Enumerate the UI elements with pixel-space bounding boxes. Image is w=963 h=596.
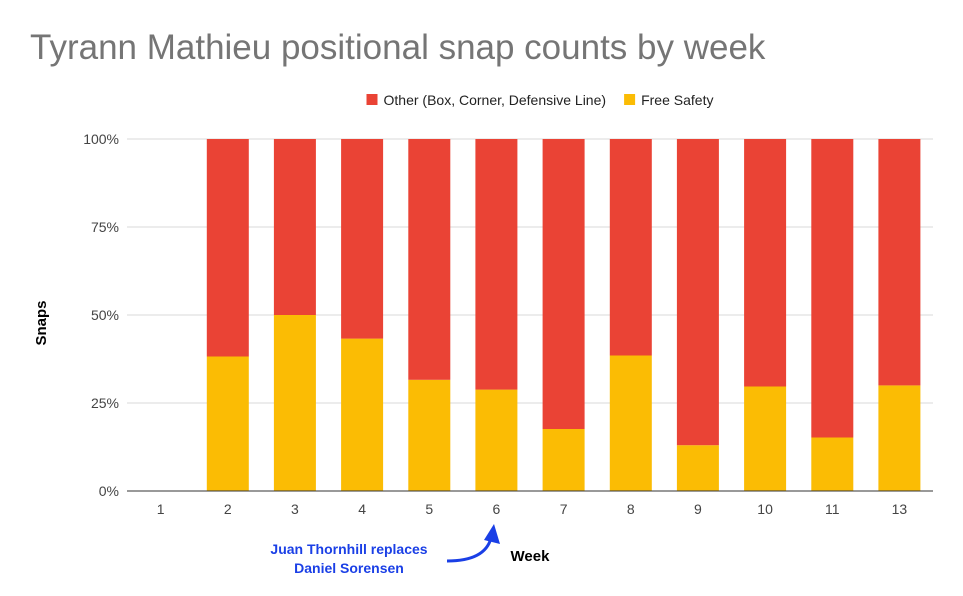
annotation-line-2: Daniel Sorensen (294, 560, 404, 576)
bar-other-box-corner-defensive-line-week-13 (878, 139, 921, 386)
legend-label: Free Safety (641, 92, 713, 108)
annotation-line-1: Juan Thornhill replaces (270, 541, 427, 557)
x-tick-label: 7 (560, 501, 568, 517)
bar-free-safety-week-5 (408, 379, 451, 491)
x-tick-label: 9 (694, 501, 702, 517)
bar-other-box-corner-defensive-line-week-11 (811, 139, 854, 438)
x-tick-label: 10 (757, 501, 773, 517)
bar-other-box-corner-defensive-line-week-9 (676, 139, 719, 446)
x-tick-label: 13 (892, 501, 908, 517)
bar-other-box-corner-defensive-line-week-6 (475, 139, 518, 390)
legend-swatch (366, 94, 378, 105)
x-tick-label: 6 (493, 501, 501, 517)
y-tick-label: 0% (99, 483, 119, 499)
legend-swatch (624, 94, 636, 105)
y-tick-label: 100% (83, 131, 119, 147)
x-tick-label: 3 (291, 501, 299, 517)
annotation-arrow (446, 537, 493, 563)
legend: Other (Box, Corner, Defensive Line) Free … (366, 92, 713, 108)
bar-other-box-corner-defensive-line-week-3 (273, 139, 316, 315)
legend-item: Other (Box, Corner, Defensive Line) (366, 92, 607, 108)
chart-title: Tyrann Mathieu positional snap counts by… (30, 28, 766, 67)
y-axis-title: Snaps (33, 300, 50, 345)
annotation: Juan Thornhill replaces Daniel Sorensen (270, 524, 500, 576)
bar-free-safety-week-10 (744, 386, 787, 491)
bar-other-box-corner-defensive-line-week-2 (206, 139, 249, 357)
bar-free-safety-week-11 (811, 437, 854, 491)
bar-free-safety-week-13 (878, 385, 921, 491)
bar-other-box-corner-defensive-line-week-4 (341, 139, 384, 339)
y-tick-label: 50% (91, 307, 119, 323)
bar-free-safety-week-2 (206, 356, 249, 491)
bar-other-box-corner-defensive-line-week-7 (542, 139, 585, 429)
bar-free-safety-week-4 (341, 338, 384, 491)
x-axis-ticks: 1 2 3 4 5 6 7 8 9 10 11 13 (157, 501, 908, 517)
bar-free-safety-week-7 (542, 429, 585, 491)
y-tick-label: 25% (91, 395, 119, 411)
y-axis-ticks: 0% 25% 50% 75% 100% (83, 131, 119, 499)
x-tick-label: 2 (224, 501, 232, 517)
x-tick-label: 5 (425, 501, 433, 517)
bar-other-box-corner-defensive-line-week-8 (609, 139, 652, 356)
x-axis-title: Week (511, 548, 551, 565)
x-tick-label: 4 (358, 501, 366, 517)
x-tick-label: 8 (627, 501, 635, 517)
y-tick-label: 75% (91, 219, 119, 235)
bar-other-box-corner-defensive-line-week-10 (744, 139, 787, 387)
annotation-arrowhead (484, 524, 500, 544)
x-tick-label: 11 (825, 501, 840, 517)
bar-free-safety-week-9 (676, 445, 719, 491)
gridlines (127, 138, 933, 404)
legend-label: Other (Box, Corner, Defensive Line) (384, 92, 607, 108)
bar-free-safety-week-3 (273, 315, 316, 491)
bar-free-safety-week-6 (475, 389, 518, 491)
bars (206, 139, 921, 491)
x-tick-label: 1 (157, 501, 165, 517)
bar-free-safety-week-8 (609, 355, 652, 491)
legend-item: Free Safety (624, 92, 713, 108)
bar-other-box-corner-defensive-line-week-5 (408, 139, 451, 380)
